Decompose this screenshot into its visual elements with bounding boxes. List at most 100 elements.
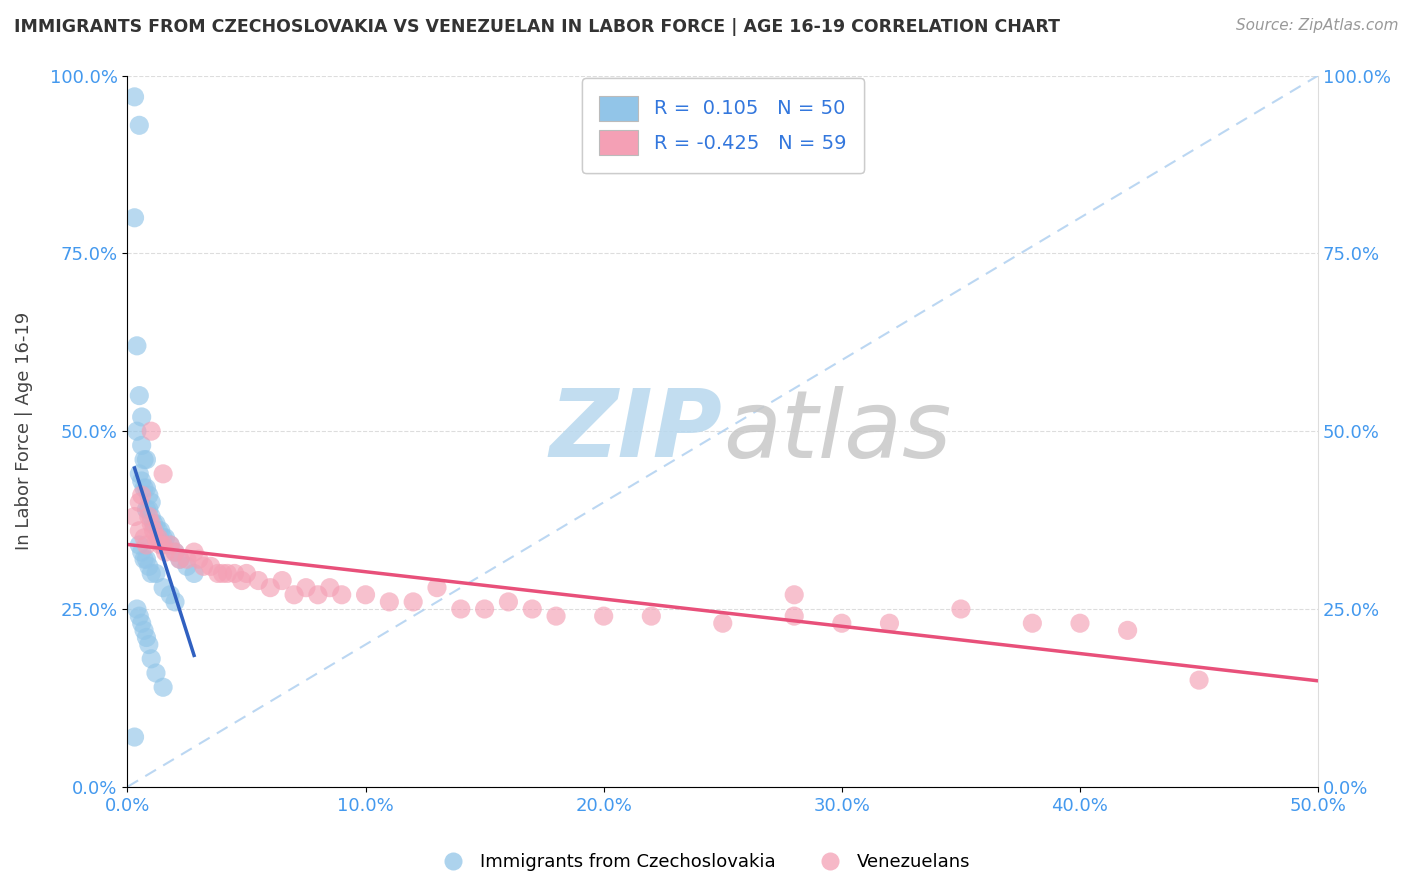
- Point: [138, 559, 160, 574]
- Point: [142, 516, 165, 531]
- Text: Source: ZipAtlas.com: Source: ZipAtlas.com: [1236, 18, 1399, 33]
- Point: [1188, 673, 1211, 687]
- Point: [307, 588, 329, 602]
- Point: [224, 566, 246, 581]
- Point: [142, 524, 165, 538]
- Point: [283, 588, 305, 602]
- Point: [498, 595, 520, 609]
- Point: [402, 595, 425, 609]
- Point: [132, 552, 155, 566]
- Point: [135, 631, 157, 645]
- Point: [949, 602, 972, 616]
- Point: [128, 467, 150, 481]
- Point: [169, 552, 191, 566]
- Point: [159, 538, 181, 552]
- Point: [128, 538, 150, 552]
- Point: [183, 545, 205, 559]
- Point: [200, 559, 222, 574]
- Point: [135, 452, 157, 467]
- Point: [193, 559, 215, 574]
- Point: [135, 481, 157, 495]
- Point: [132, 624, 155, 638]
- Point: [138, 488, 160, 502]
- Point: [271, 574, 294, 588]
- Point: [128, 389, 150, 403]
- Point: [163, 545, 186, 559]
- Point: [474, 602, 496, 616]
- Point: [163, 595, 186, 609]
- Point: [135, 538, 157, 552]
- Point: [148, 524, 170, 538]
- Point: [149, 524, 172, 538]
- Point: [145, 666, 167, 681]
- Point: [125, 602, 148, 616]
- Point: [640, 609, 662, 624]
- Point: [295, 581, 318, 595]
- Point: [231, 574, 253, 588]
- Point: [159, 538, 181, 552]
- Point: [135, 502, 157, 516]
- Point: [235, 566, 257, 581]
- Y-axis label: In Labor Force | Age 16-19: In Labor Force | Age 16-19: [15, 312, 32, 550]
- Point: [124, 509, 146, 524]
- Point: [176, 559, 198, 574]
- Point: [176, 552, 198, 566]
- Point: [128, 118, 150, 132]
- Point: [783, 609, 806, 624]
- Point: [1069, 616, 1091, 631]
- Point: [183, 566, 205, 581]
- Text: IMMIGRANTS FROM CZECHOSLOVAKIA VS VENEZUELAN IN LABOR FORCE | AGE 16-19 CORRELAT: IMMIGRANTS FROM CZECHOSLOVAKIA VS VENEZU…: [14, 18, 1060, 36]
- Point: [145, 566, 167, 581]
- Point: [128, 524, 150, 538]
- Point: [211, 566, 233, 581]
- Point: [879, 616, 901, 631]
- Point: [217, 566, 239, 581]
- Point: [138, 509, 160, 524]
- Point: [831, 616, 853, 631]
- Point: [149, 538, 172, 552]
- Point: [187, 552, 209, 566]
- Point: [247, 574, 270, 588]
- Point: [152, 581, 174, 595]
- Point: [131, 474, 153, 488]
- Point: [125, 424, 148, 438]
- Point: [141, 509, 163, 524]
- Point: [783, 588, 806, 602]
- Point: [319, 581, 342, 595]
- Point: [711, 616, 734, 631]
- Point: [1021, 616, 1043, 631]
- Point: [124, 90, 146, 104]
- Legend: R =  0.105   N = 50, R = -0.425   N = 59: R = 0.105 N = 50, R = -0.425 N = 59: [582, 78, 863, 173]
- Point: [132, 481, 155, 495]
- Point: [378, 595, 401, 609]
- Text: ZIP: ZIP: [550, 385, 723, 477]
- Point: [152, 531, 174, 545]
- Point: [141, 652, 163, 666]
- Point: [132, 452, 155, 467]
- Point: [450, 602, 472, 616]
- Legend: Immigrants from Czechoslovakia, Venezuelans: Immigrants from Czechoslovakia, Venezuel…: [427, 847, 979, 879]
- Point: [128, 609, 150, 624]
- Point: [128, 495, 150, 509]
- Point: [131, 545, 153, 559]
- Point: [131, 409, 153, 424]
- Point: [145, 531, 167, 545]
- Text: atlas: atlas: [723, 385, 950, 476]
- Point: [1116, 624, 1139, 638]
- Point: [124, 730, 146, 744]
- Point: [141, 495, 163, 509]
- Point: [125, 339, 148, 353]
- Point: [259, 581, 281, 595]
- Point: [141, 516, 163, 531]
- Point: [522, 602, 544, 616]
- Point: [152, 680, 174, 694]
- Point: [354, 588, 377, 602]
- Point: [163, 545, 186, 559]
- Point: [141, 424, 163, 438]
- Point: [155, 531, 177, 545]
- Point: [131, 488, 153, 502]
- Point: [426, 581, 449, 595]
- Point: [155, 545, 177, 559]
- Point: [135, 552, 157, 566]
- Point: [169, 552, 191, 566]
